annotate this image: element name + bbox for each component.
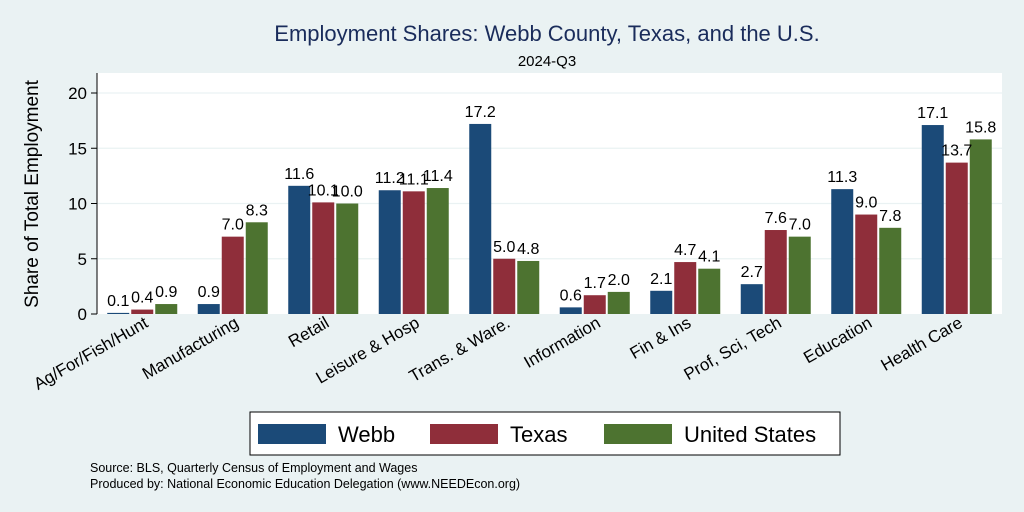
y-tick-label-0: 0 xyxy=(78,305,87,324)
data-label-webb-6: 2.1 xyxy=(650,271,672,288)
data-label-webb-8: 11.3 xyxy=(827,169,857,186)
bar-webb-1 xyxy=(197,304,220,314)
bar-texas-5 xyxy=(583,295,606,314)
data-label-webb-7: 2.7 xyxy=(741,264,763,281)
data-label-united-states-6: 4.1 xyxy=(698,249,720,266)
bar-united-states-1 xyxy=(245,222,268,314)
legend-label-texas: Texas xyxy=(510,422,567,447)
legend-box xyxy=(249,411,841,456)
bar-united-states-2 xyxy=(336,203,359,314)
chart-subtitle: 2024-Q3 xyxy=(518,53,576,70)
data-label-united-states-4: 4.8 xyxy=(517,241,539,258)
y-tick-label-10: 10 xyxy=(68,195,87,214)
bar-texas-4 xyxy=(493,258,516,314)
data-label-united-states-1: 8.3 xyxy=(246,202,268,219)
bar-webb-8 xyxy=(831,189,854,314)
bar-webb-2 xyxy=(288,185,311,314)
bar-webb-7 xyxy=(740,284,763,314)
bar-texas-3 xyxy=(402,191,425,314)
category-label-5: Information xyxy=(521,313,604,372)
data-label-united-states-7: 7.0 xyxy=(789,217,811,234)
category-label-6: Fin & Ins xyxy=(627,313,695,363)
source-note: Source: BLS, Quarterly Census of Employm… xyxy=(90,461,417,475)
data-label-united-states-0: 0.9 xyxy=(155,284,177,301)
bar-united-states-3 xyxy=(426,188,449,314)
data-label-texas-3: 11.1 xyxy=(399,171,429,188)
data-labels-layer: 0.1 0.4 0.9 0.97.08.311.610.110.011.211.111… xyxy=(107,104,996,310)
data-label-texas-6: 4.7 xyxy=(674,242,696,259)
bar-texas-6 xyxy=(674,262,697,314)
data-label-united-states-9: 15.8 xyxy=(965,119,996,136)
bar-united-states-8 xyxy=(879,227,902,314)
bar-webb-4 xyxy=(469,123,492,314)
y-tick-label-15: 15 xyxy=(68,139,87,158)
data-label-united-states-5: 2.0 xyxy=(608,272,630,289)
data-label-webb-2: 11.6 xyxy=(284,166,314,183)
data-label-texas-5: 1.7 xyxy=(584,275,606,292)
legend-label-united-states: United States xyxy=(684,422,816,447)
data-label-texas-4: 5.0 xyxy=(493,239,515,256)
y-tick-label-20: 20 xyxy=(68,84,87,103)
category-label-2: Retail xyxy=(285,313,332,351)
bar-webb-6 xyxy=(650,290,673,314)
data-label-webb-0: 0.1 xyxy=(107,293,129,310)
legend-swatch-texas xyxy=(430,424,498,444)
bar-texas-1 xyxy=(221,236,244,314)
legend-swatch-united-states xyxy=(604,424,672,444)
legend-swatch-webb xyxy=(258,424,326,444)
data-label-texas-1: 7.0 xyxy=(222,217,244,234)
y-axis-label: Share of Total Employment xyxy=(22,79,43,307)
data-label-texas-2: 10.1 xyxy=(308,182,339,199)
bar-texas-2 xyxy=(312,202,335,314)
bar-webb-9 xyxy=(921,125,944,314)
data-label-webb-3: 11.2 xyxy=(375,170,405,187)
bar-united-states-6 xyxy=(698,268,721,314)
category-label-0: Ag/For/Fish/Hunt xyxy=(30,313,151,394)
data-label-webb-5: 0.6 xyxy=(560,287,582,304)
data-label-texas-8: 9.0 xyxy=(855,195,877,212)
data-label-webb-1: 0.9 xyxy=(198,284,220,301)
bar-united-states-9 xyxy=(969,139,992,314)
category-label-7: Prof, Sci, Tech xyxy=(681,313,785,384)
legend-label-webb: Webb xyxy=(338,422,395,447)
bar-texas-9 xyxy=(945,162,968,314)
bars-layer xyxy=(107,123,992,314)
category-label-8: Education xyxy=(800,313,875,367)
bar-texas-0 xyxy=(131,309,154,314)
bar-texas-7 xyxy=(764,230,787,314)
data-label-texas-9: 13.7 xyxy=(941,143,972,160)
category-label-1: Manufacturing xyxy=(139,313,242,383)
bar-webb-3 xyxy=(378,190,401,314)
bar-webb-5 xyxy=(559,307,582,314)
data-label-webb-9: 17.1 xyxy=(917,105,948,122)
producer-note: Produced by: National Economic Education… xyxy=(90,477,520,491)
bar-united-states-5 xyxy=(607,291,630,314)
data-label-texas-0: 0.4 xyxy=(131,290,153,307)
data-label-united-states-8: 7.8 xyxy=(879,208,901,225)
bar-texas-8 xyxy=(855,214,878,314)
category-label-9: Health Care xyxy=(878,313,966,375)
data-label-united-states-3: 11.4 xyxy=(423,168,453,185)
category-label-4: Trans. & Ware. xyxy=(406,313,513,386)
data-label-texas-7: 7.6 xyxy=(765,210,787,227)
bar-united-states-0 xyxy=(155,304,178,314)
chart-title: Employment Shares: Webb County, Texas, a… xyxy=(274,21,819,46)
data-label-united-states-2: 10.0 xyxy=(332,184,363,201)
y-tick-label-5: 5 xyxy=(78,250,87,269)
bar-united-states-4 xyxy=(517,260,540,314)
data-label-webb-4: 17.2 xyxy=(465,104,496,121)
legend: Webb Texas United States xyxy=(249,411,841,456)
bar-webb-0 xyxy=(107,312,130,314)
bar-united-states-7 xyxy=(788,236,811,314)
